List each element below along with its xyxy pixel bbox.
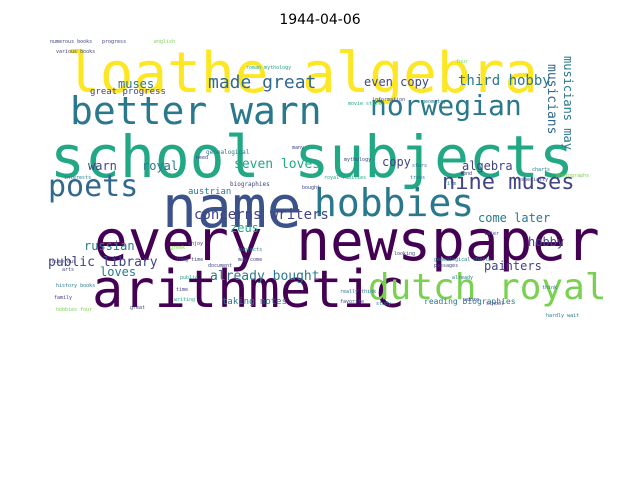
word-loves: loves [100, 265, 137, 279]
word-stars: stars [412, 163, 428, 169]
word-genealogical: genealogical [206, 149, 250, 156]
word-time: time [176, 287, 189, 293]
word-family: family [54, 295, 73, 301]
word-name: name [162, 173, 302, 241]
word-every-newspaper: every newspaper [94, 209, 600, 274]
word-cloud: every newspaper school subjects loathe alg… [42, 36, 606, 320]
word-algebra: algebra [462, 159, 513, 173]
word-great: great [130, 305, 146, 311]
word-photographs: photographs [556, 173, 590, 179]
word-numerous-books: numerous books [50, 39, 93, 45]
word-roman-mythology: roman mythology [246, 65, 292, 71]
word-poets: poets [48, 169, 139, 204]
word-biographies: biographies [230, 181, 270, 188]
word-four: four [456, 59, 469, 65]
word-charts: charts [532, 167, 551, 173]
word-geometry: geometry [422, 99, 447, 105]
word-great-progress: great progress [90, 87, 166, 97]
word-interests: interests [64, 175, 92, 181]
word-musicians: musicians [544, 64, 559, 135]
word-greek: greek [170, 245, 186, 251]
word-nine-muses: nine muses [442, 170, 575, 195]
word-dutch-royal: dutch royal [368, 267, 607, 308]
word-hardly-wait: hardly wait [546, 313, 580, 319]
word-document: document [208, 263, 233, 269]
word-study: study [376, 301, 392, 307]
word-progress: progress [102, 39, 127, 45]
word-history-books: history books [56, 283, 96, 289]
word-numerous: numerous [52, 259, 77, 265]
word-come-later: come later [478, 211, 551, 225]
word-third-hobby: third hobby [458, 73, 551, 89]
word-genealogical-charts: genealogical charts [434, 257, 492, 263]
word-made-great: made great [208, 72, 317, 93]
word-arts: arts [62, 267, 75, 273]
word-loathe-algebra: loathe algebra [66, 41, 539, 106]
word-school-subjects: school subjects [50, 123, 574, 191]
word-school: school [486, 301, 505, 307]
word-favorite: favorite [340, 299, 365, 305]
word-royal: royal [142, 159, 179, 173]
word-painters: painters [484, 259, 542, 273]
word-reading-biographies: reading biographies [424, 297, 516, 306]
word-already: already [452, 275, 474, 281]
word-english: english [154, 39, 176, 45]
word-hobbies: hobbies [314, 181, 475, 225]
word-better-warn: better warn [70, 89, 322, 133]
word-zeus: zeus [230, 221, 259, 235]
chart-title: 1944-04-06 [279, 12, 361, 28]
word-need: need [196, 155, 209, 161]
word-movie-stars: movie stars [348, 101, 382, 107]
word-seven-loves: seven loves [234, 157, 321, 172]
word-musicians-may: musicians may [561, 56, 575, 150]
word-copy: copy [382, 155, 411, 169]
word-royal-families: royal families [324, 175, 367, 181]
word-enjoy: enjoy [188, 241, 204, 247]
word-later: later [484, 231, 500, 237]
word-may-come: may come [238, 257, 263, 263]
word-warn: warn [88, 159, 117, 173]
word-taking-notes: taking notes [222, 297, 288, 307]
word-hobbies-four: hobbies four [56, 307, 93, 313]
word-public: public [180, 275, 199, 281]
word-muses: muses [118, 77, 155, 91]
word-mythology: mythology [344, 157, 372, 163]
word-looking: looking [394, 251, 416, 257]
word-fond: fond [460, 171, 473, 177]
word-think: think [542, 285, 558, 291]
word-bought: bought [302, 185, 321, 191]
word-various-books: various books [56, 49, 96, 55]
word-especially: especially [518, 177, 549, 183]
word-long-time: long time [176, 257, 204, 263]
word-information: information [372, 97, 406, 103]
word-already-bought: already bought [210, 269, 320, 284]
word-really-think: really think [340, 289, 377, 295]
word-austrian: austrian [188, 187, 232, 197]
word-hobby: hobby [528, 235, 565, 249]
word-concerns-writers: concerns writers [194, 207, 329, 223]
word-many: many [292, 145, 305, 151]
word-norwegian: norwegian [370, 89, 522, 122]
word-adore: adore [464, 297, 480, 303]
word-russian: russian [84, 239, 135, 253]
word-public-library: public library [48, 255, 158, 270]
word-arithmetic: arithmetic [92, 260, 406, 320]
word-passages: passages [434, 263, 459, 269]
word-writing: writing [174, 297, 196, 303]
word-trees: trees [410, 175, 426, 181]
word-even-copy: even copy [364, 75, 430, 89]
word-film: film [444, 181, 457, 187]
word-subjects: subjects [238, 247, 263, 253]
